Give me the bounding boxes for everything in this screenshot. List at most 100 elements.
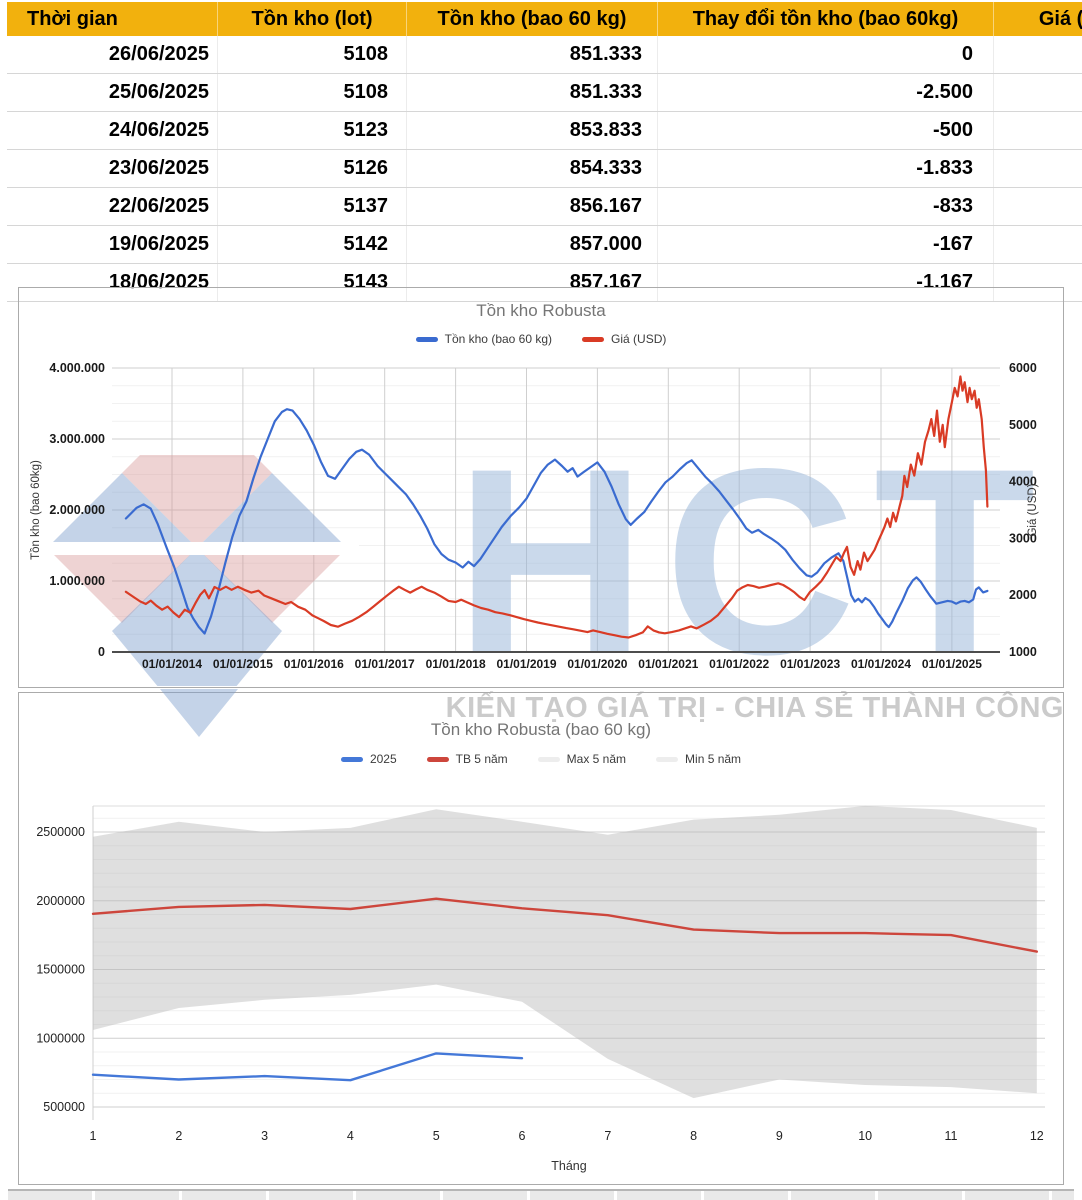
watermark-diamond-tip-icon bbox=[160, 689, 238, 737]
x-axis-tick-label: 01/01/2018 bbox=[426, 657, 486, 671]
legend-item-min5nam: Min 5 năm bbox=[656, 752, 741, 766]
legend-marker-max5nam bbox=[537, 756, 560, 762]
logo-triangle-right-low bbox=[197, 548, 347, 623]
table-cell: 851.333 bbox=[406, 36, 658, 74]
x-axis-tick-label: 01/01/2020 bbox=[567, 657, 627, 671]
max-min-band bbox=[93, 805, 1037, 1099]
table-cell: 3665 bbox=[993, 73, 1082, 112]
watermark-slogan: KIẾN TẠO GIÁ TRỊ - CHIA SẺ THÀNH CÔNG bbox=[445, 692, 1064, 724]
right-axis-tick-label: 2000 bbox=[1009, 588, 1037, 602]
x-axis-title: Tháng bbox=[551, 1159, 586, 1173]
chart1-container: HCT 0 1.000.000 2.000.000 3.000.000 4.000.000… bbox=[18, 287, 1064, 688]
table-cell: 851.333 bbox=[406, 73, 658, 112]
table-cell: 853.833 bbox=[406, 111, 658, 150]
legend-item-tb5nam: TB 5 năm bbox=[426, 752, 508, 766]
legend-marker-min5nam bbox=[656, 756, 679, 762]
month-tick-label: 9 bbox=[776, 1129, 783, 1143]
table-cell: 857.000 bbox=[406, 225, 658, 264]
table-cell: 5126 bbox=[217, 149, 407, 188]
x-axis-tick-label: 01/01/2017 bbox=[355, 657, 415, 671]
series-2025-line bbox=[91, 1052, 524, 1082]
table-cell: 25/06/2025 bbox=[7, 73, 218, 112]
watermark-letters: HCT bbox=[455, 414, 1054, 687]
legend-label-price: Giá (USD) bbox=[611, 332, 667, 346]
table-cell: 5123 bbox=[217, 111, 407, 150]
legend-label-min5nam: Min 5 năm bbox=[685, 752, 742, 766]
table-cell: 3986 bbox=[993, 187, 1082, 226]
left-axis-tick-label: 0 bbox=[98, 645, 105, 659]
legend-item-inventory: Tồn kho (bao 60 kg) bbox=[415, 332, 553, 346]
y-axis-tick-label: 1500000 bbox=[36, 963, 85, 977]
right-axis-tick-label: 3000 bbox=[1009, 531, 1037, 545]
legend-label-inventory: Tồn kho (bao 60 kg) bbox=[444, 332, 553, 346]
month-tick-label: 4 bbox=[347, 1129, 354, 1143]
right-axis-tick-label: 5000 bbox=[1009, 418, 1037, 432]
table-cell: -500 bbox=[657, 111, 994, 150]
table-cell: 26/06/2025 bbox=[7, 36, 218, 74]
table-cell: -167 bbox=[657, 225, 994, 264]
table-cell: 5137 bbox=[217, 187, 407, 226]
chart1-plot: HCT 0 1.000.000 2.000.000 3.000.000 4.000.000… bbox=[30, 361, 1054, 687]
left-axis-tick-label: 1.000.000 bbox=[49, 574, 105, 588]
x-axis-tick-label: 01/01/2019 bbox=[496, 657, 556, 671]
chart1-legend: Tồn kho (bao 60 kg) Giá (USD) bbox=[19, 332, 1063, 346]
x-axis-tick-label: 01/01/2015 bbox=[213, 657, 273, 671]
logo-white-stripe bbox=[39, 542, 359, 555]
month-tick-label: 10 bbox=[858, 1129, 872, 1143]
month-tick-label: 7 bbox=[604, 1129, 611, 1143]
column-header: Tồn kho (lot) bbox=[217, 2, 407, 36]
x-axis-tick-label: 01/01/2025 bbox=[922, 657, 982, 671]
y-axis-tick-label: 2000000 bbox=[36, 894, 85, 908]
month-tick-label: 6 bbox=[519, 1129, 526, 1143]
table-cell: 854.333 bbox=[406, 149, 658, 188]
month-tick-label: 5 bbox=[433, 1129, 440, 1143]
table-cell: 5108 bbox=[217, 36, 407, 74]
chart2-legend: 2025 TB 5 năm Max 5 năm Min 5 năm bbox=[19, 752, 1063, 766]
table-cell: 19/06/2025 bbox=[7, 225, 218, 264]
bottom-strip bbox=[8, 1189, 1074, 1200]
column-header: Giá (USD) bbox=[993, 2, 1082, 36]
right-axis-tick-label: 4000 bbox=[1009, 475, 1037, 489]
y-axis-tick-label: 500000 bbox=[43, 1100, 85, 1114]
legend-marker-price bbox=[582, 336, 605, 342]
right-axis-tick-label: 1000 bbox=[1009, 645, 1037, 659]
inventory-table: Thời gian Tồn kho (lot) Tồn kho (bao 60 kg… bbox=[7, 2, 1082, 302]
left-axis-title: Tồn kho (bao 60kg) bbox=[30, 460, 42, 560]
table-cell: 3887 bbox=[993, 225, 1082, 264]
legend-label-tb5nam: TB 5 năm bbox=[455, 752, 508, 766]
chart2-title: Tồn kho Robusta (bao 60 kg) bbox=[430, 720, 652, 739]
legend-label-2025: 2025 bbox=[369, 752, 397, 766]
table-cell: 23/06/2025 bbox=[7, 149, 218, 188]
x-axis-tick-label: 01/01/2024 bbox=[851, 657, 911, 671]
legend-marker-2025 bbox=[340, 756, 363, 762]
x-axis-tick-label: 01/01/2022 bbox=[709, 657, 769, 671]
table-cell: 4034 bbox=[993, 263, 1082, 302]
month-tick-label: 3 bbox=[261, 1129, 268, 1143]
table-header: Thời gian Tồn kho (lot) Tồn kho (bao 60 kg… bbox=[7, 2, 1082, 36]
x-axis-tick-label: 01/01/2014 bbox=[142, 657, 202, 671]
diamond-tip-shape bbox=[160, 689, 238, 737]
table-cell: -1.167 bbox=[657, 263, 994, 302]
column-header: Tồn kho (bao 60 kg) bbox=[406, 2, 658, 36]
column-header: Thay đổi tồn kho (bao 60kg) bbox=[657, 2, 994, 36]
column-header: Thời gian bbox=[7, 2, 218, 36]
chart2-container: 500000 1000000 1500000 2000000 2500000 1 2 3 4 5 6… bbox=[18, 692, 1064, 1185]
right-axis-title: Giá (USD) bbox=[1027, 483, 1039, 536]
table-cell: 3524 bbox=[993, 111, 1082, 150]
table-cell: -2.500 bbox=[657, 73, 994, 112]
month-tick-label: 1 bbox=[90, 1129, 97, 1143]
table-cell: -833 bbox=[657, 187, 994, 226]
table-cell: 3827 bbox=[993, 149, 1082, 188]
price-line-series bbox=[124, 375, 989, 639]
y-axis-tick-label: 2500000 bbox=[36, 825, 85, 839]
right-axis-tick-label: 6000 bbox=[1009, 361, 1037, 375]
y-axis-tick-label: 1000000 bbox=[36, 1031, 85, 1045]
table-cell: 3661 bbox=[993, 36, 1082, 74]
legend-item-2025: 2025 bbox=[340, 752, 397, 766]
